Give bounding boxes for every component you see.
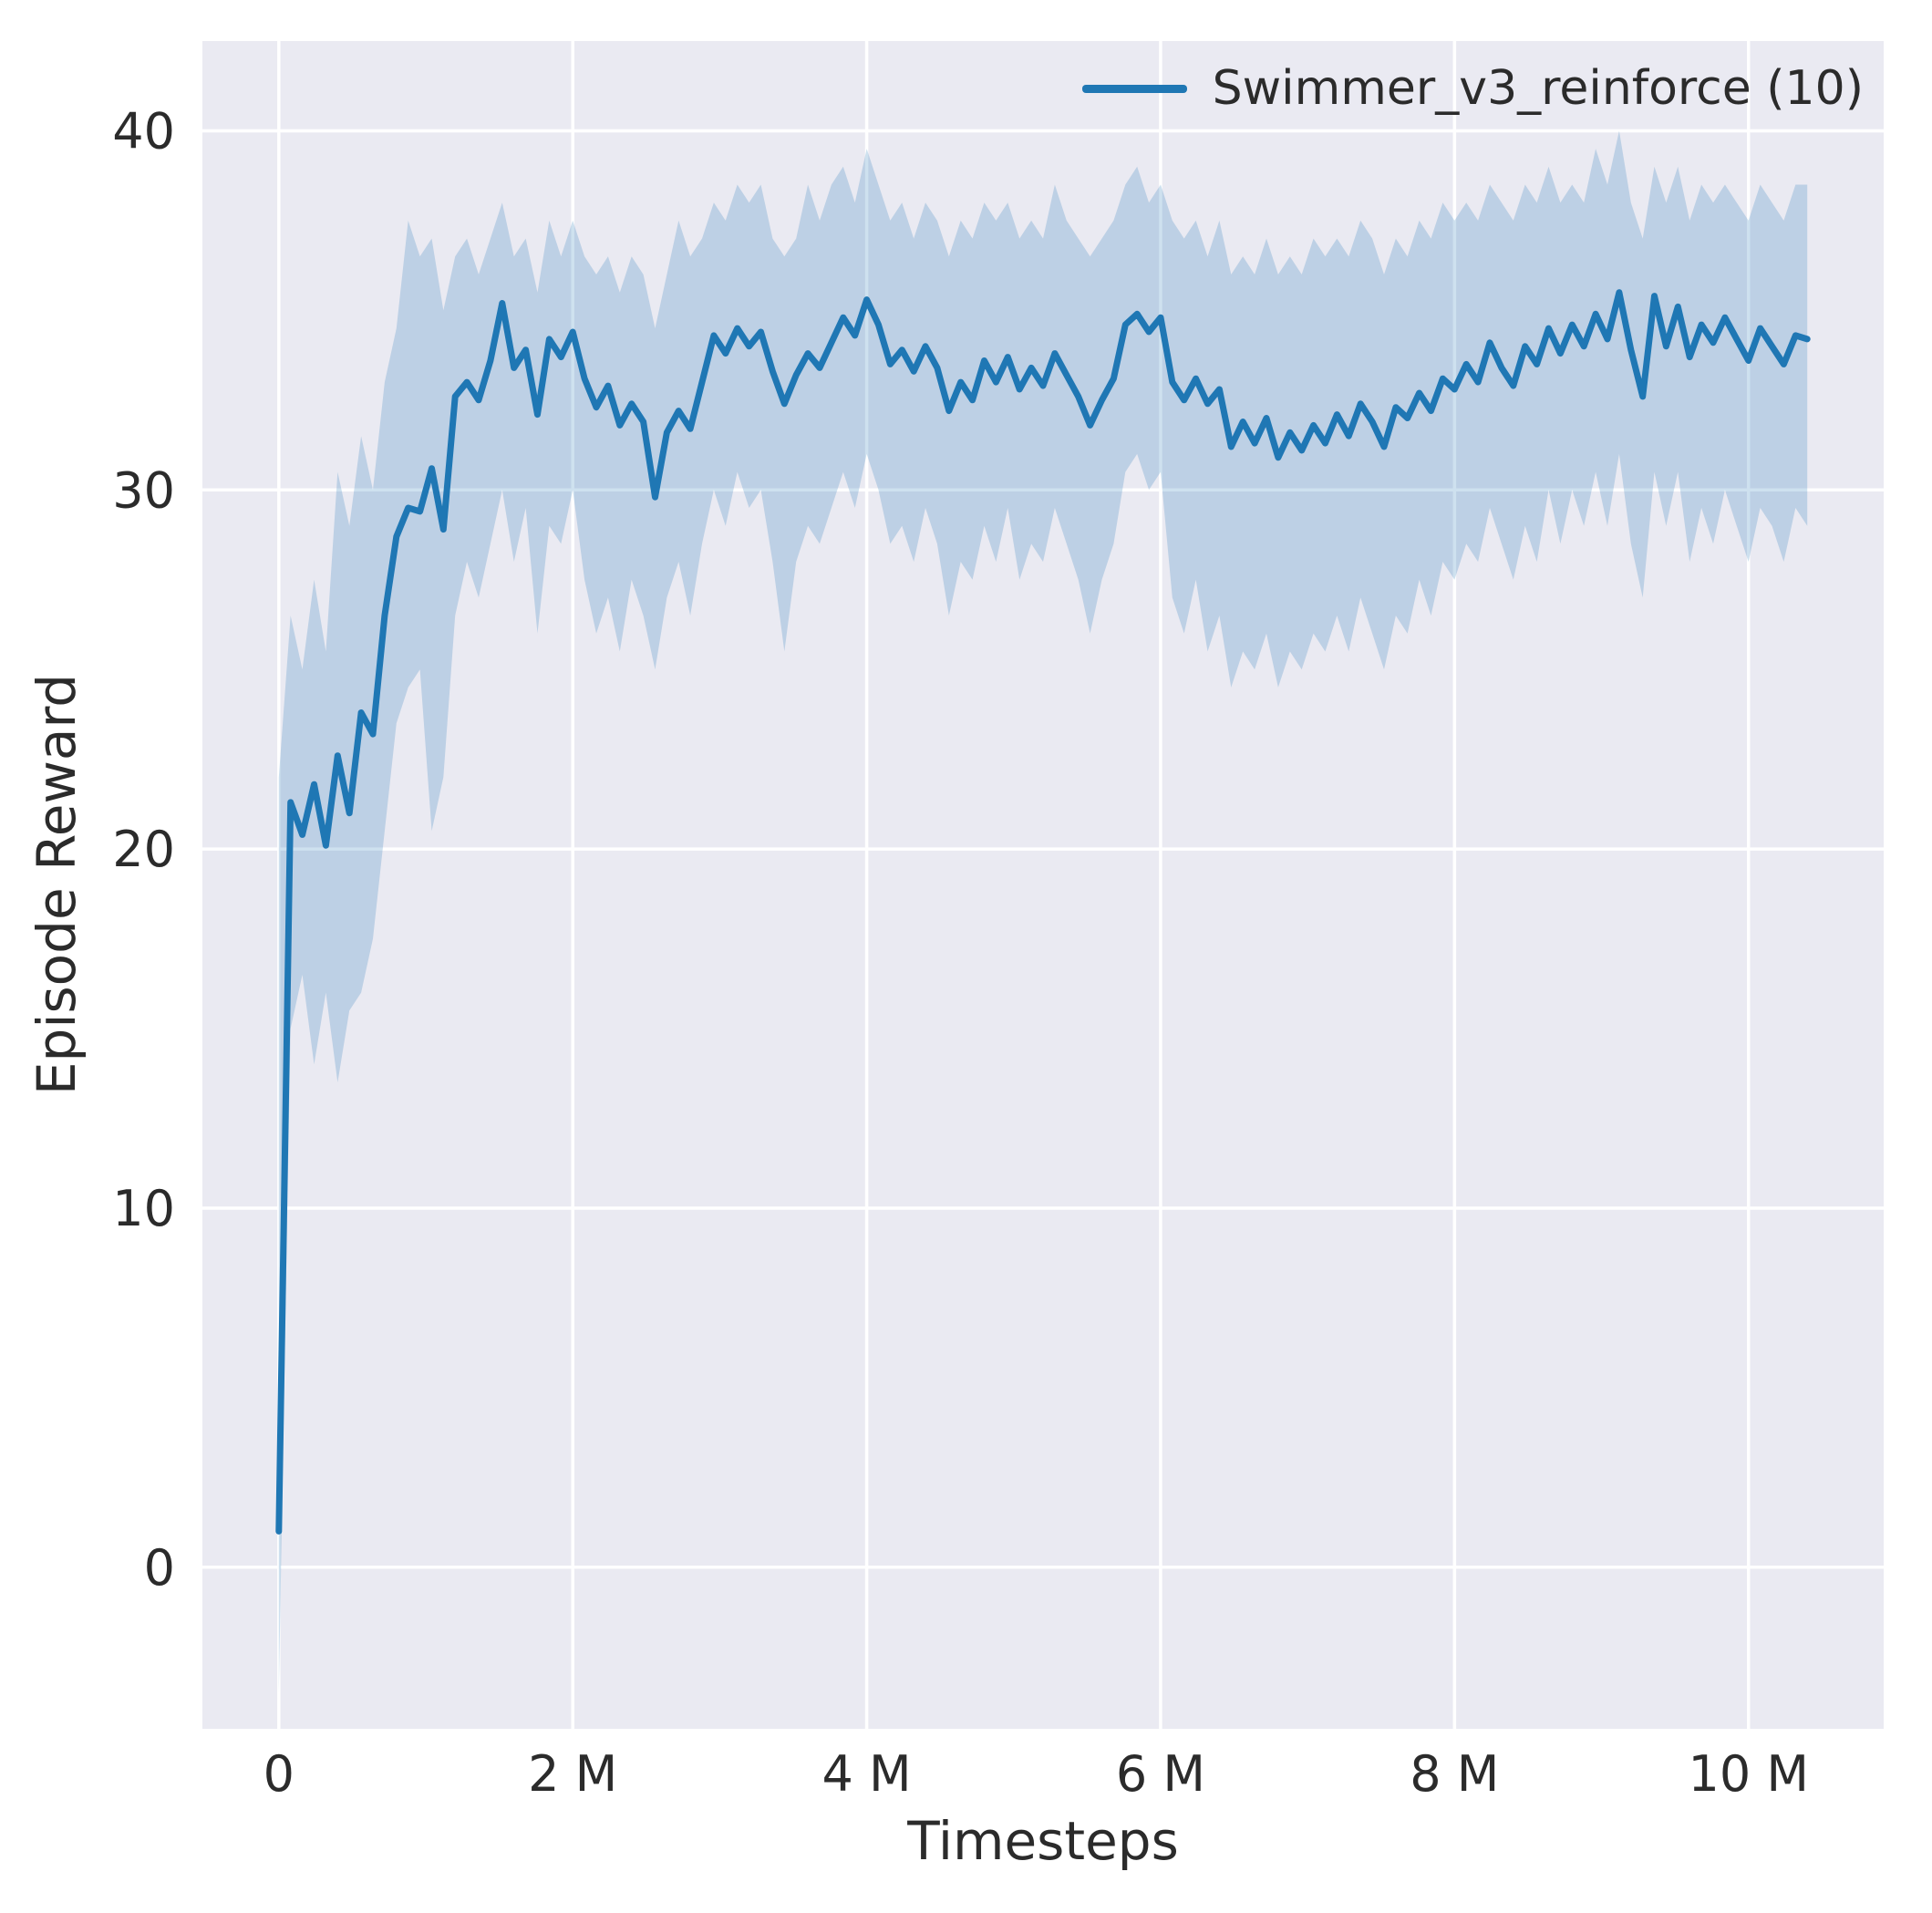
x-axis-label: Timesteps — [907, 1810, 1179, 1872]
confidence-band — [278, 130, 1808, 1693]
y-axis-label: Episode Reward — [26, 673, 88, 1096]
y-tick-label: 20 — [112, 821, 175, 878]
x-tick-label: 8 M — [1410, 1745, 1499, 1803]
y-tick-label: 10 — [112, 1180, 175, 1237]
x-tick-label: 2 M — [528, 1745, 617, 1803]
mean-reward-line — [275, 289, 1811, 1535]
y-tick-label: 30 — [112, 461, 175, 519]
axes-background — [202, 41, 1884, 1729]
legend-label: Swimmer_v3_reinforce (10) — [1212, 61, 1864, 116]
x-tick-label: 4 M — [822, 1745, 912, 1803]
x-tick-label: 0 — [263, 1745, 294, 1803]
legend-line-swatch — [1081, 84, 1187, 93]
y-tick-label: 0 — [144, 1539, 175, 1597]
x-tick-label: 10 M — [1688, 1745, 1808, 1803]
y-tick-label: 40 — [112, 102, 175, 160]
x-tick-label: 6 M — [1116, 1745, 1205, 1803]
legend: Swimmer_v3_reinforce (10) — [1081, 60, 1864, 117]
